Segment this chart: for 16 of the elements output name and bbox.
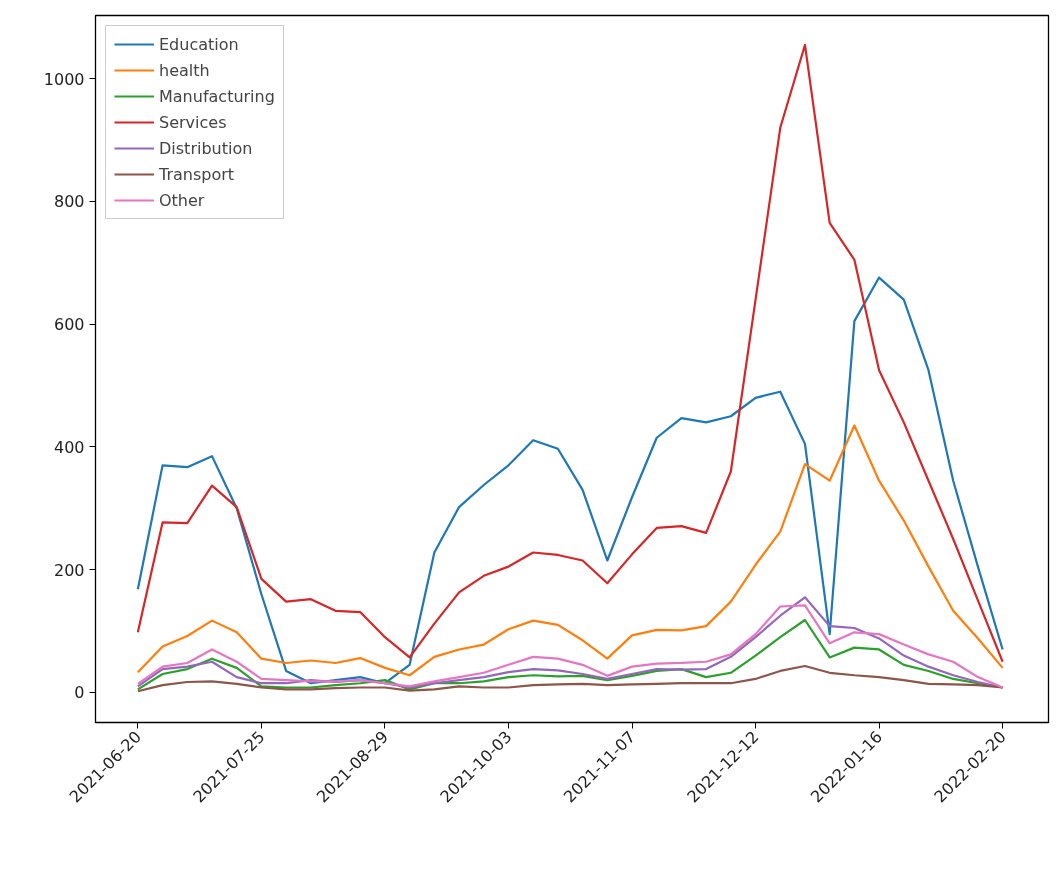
line-series (136, 424, 1004, 677)
legend-label: Transport (159, 164, 235, 184)
legend-label: Services (159, 112, 227, 132)
y-tick-label: 1000 (43, 69, 85, 89)
y-tick-label: 400 (53, 437, 85, 457)
y-tick-label: 0 (74, 683, 85, 703)
line-series (136, 664, 1004, 693)
line-series (136, 276, 1004, 685)
legend-label: Distribution (159, 138, 253, 158)
y-tick-label: 600 (53, 315, 85, 335)
y-tick-label: 200 (53, 560, 85, 580)
y-tick-label: 800 (53, 192, 85, 212)
legend-label: Other (159, 190, 205, 210)
legend-label: Education (159, 34, 239, 54)
legend-label: health (159, 60, 210, 80)
legend-label: Manufacturing (159, 86, 275, 106)
